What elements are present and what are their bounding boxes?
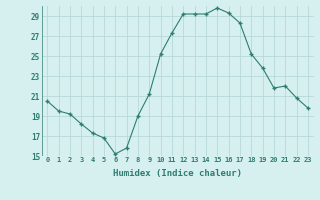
X-axis label: Humidex (Indice chaleur): Humidex (Indice chaleur) (113, 169, 242, 178)
